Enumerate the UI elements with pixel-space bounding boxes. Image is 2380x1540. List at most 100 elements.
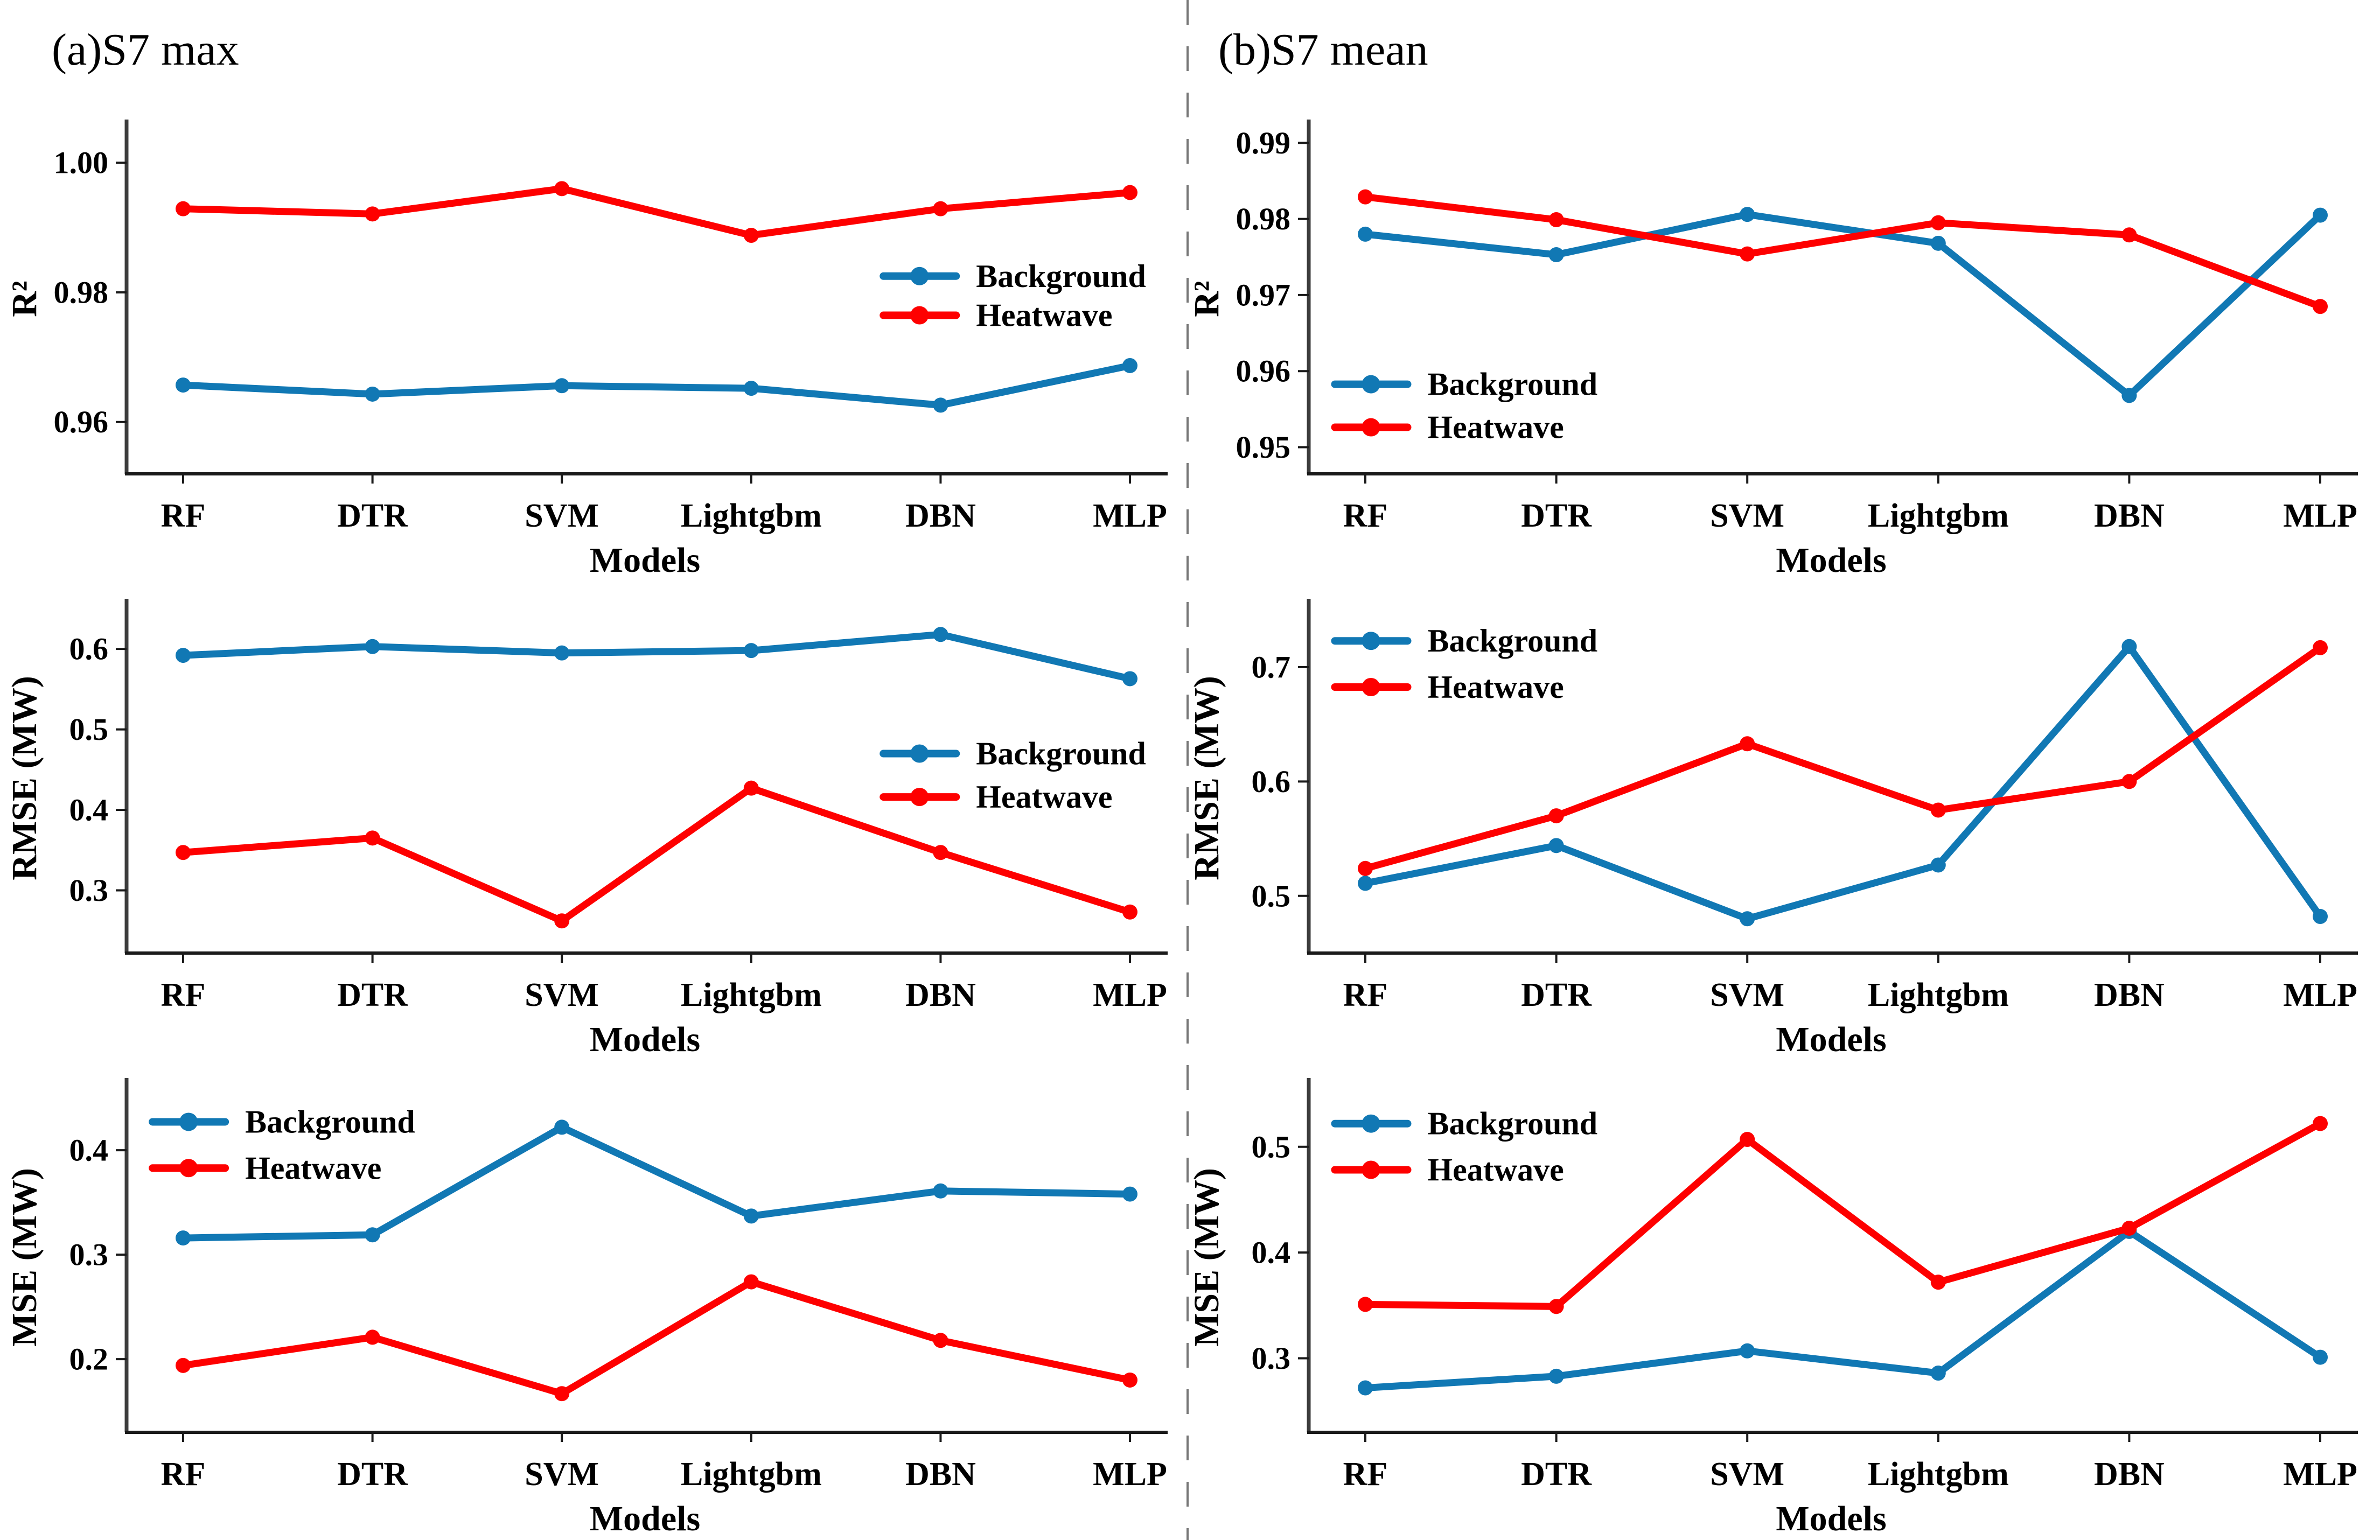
b-rmse-x-axis-ticks: RF DTR SVM Lightgbm DBN MLP [1343,953,2357,1013]
b-rmse-axes [1307,599,2358,955]
svg-text:Heatwave: Heatwave [976,298,1112,333]
svg-text:DTR: DTR [1521,498,1592,534]
svg-text:0.6: 0.6 [1252,764,1291,799]
a-rmse-svg: 0.3 0.4 0.5 0.6 RF DTR SVM Lightgbm DBN MLP Models… [5,599,1168,1053]
svg-text:0.5: 0.5 [69,712,109,747]
svg-text:0.96: 0.96 [54,404,109,439]
a-rmse-legend-background: Background [880,736,1146,772]
svg-text:SVM: SVM [1710,1456,1784,1493]
svg-text:0.5: 0.5 [1252,1129,1291,1164]
svg-text:0.95: 0.95 [1236,430,1291,465]
a-mse-xlabel: Models [590,1499,700,1532]
svg-text:RF: RF [161,977,206,1013]
b-mse-heatwave-series [1358,1116,2328,1314]
column-divider-dashed-line [1186,0,1189,1540]
a-mse-heatwave-series [176,1274,1137,1402]
b-rmse-xlabel: Models [1776,1020,1886,1053]
b-rmse-ylabel: RMSE (MW) [1190,676,1226,880]
a-rmse-ylabel: RMSE (MW) [5,676,44,880]
chart-panel-a-rmse: 0.3 0.4 0.5 0.6 RF DTR SVM Lightgbm DBN MLP Models… [0,573,1190,1053]
b-rmse-y-axis-ticks: 0.5 0.6 0.7 [1252,649,1309,913]
b-mse-xlabel: Models [1776,1499,1886,1532]
svg-text:DTR: DTR [1521,977,1592,1013]
svg-text:0.5: 0.5 [1252,878,1291,913]
b-r2-heatwave-series [1358,189,2328,314]
b-mse-axes [1307,1078,2358,1434]
b-rmse-legend-heatwave: Heatwave [1331,669,1564,705]
b-r2-ylabel: R² [1190,281,1226,317]
b-r2-background-series [1358,207,2328,403]
a-r2-svg: 0.96 0.98 1.00 RF DTR SVM Lightgbm DBN MLP Models… [5,120,1168,573]
a-mse-legend: Background Heatwave [149,1104,415,1186]
b-rmse-svg: 0.5 0.6 0.7 RF DTR SVM Lightgbm DBN MLP Models RMS… [1190,599,2358,1053]
b-mse-x-axis-ticks: RF DTR SVM Lightgbm DBN MLP [1343,1432,2357,1493]
svg-text:DBN: DBN [2094,498,2165,534]
svg-text:RF: RF [1343,1456,1388,1493]
svg-text:SVM: SVM [1710,977,1784,1013]
a-rmse-xlabel: Models [590,1020,700,1053]
a-r2-legend: Background Heatwave [880,258,1146,333]
b-r2-axes [1307,120,2358,475]
svg-text:DTR: DTR [1521,1456,1592,1493]
a-r2-heatwave-series [176,181,1137,243]
svg-text:RF: RF [161,498,206,534]
chart-panel-b-mse: 0.3 0.4 0.5 RF DTR SVM Lightgbm DBN MLP Models MSE… [1190,1053,2380,1532]
svg-text:0.96: 0.96 [1236,354,1291,389]
svg-text:Lightgbm: Lightgbm [1868,977,2009,1013]
a-rmse-axes [124,599,1168,955]
b-mse-legend-heatwave: Heatwave [1331,1152,1564,1188]
svg-text:RF: RF [161,1456,206,1493]
svg-text:Lightgbm: Lightgbm [681,1456,822,1493]
panel-a-title: (a)S7 max [52,25,239,75]
a-mse-x-axis-ticks: RF DTR SVM Lightgbm DBN MLP [161,1432,1167,1493]
svg-text:MLP: MLP [1093,498,1167,534]
svg-text:Heatwave: Heatwave [1428,1152,1564,1188]
b-r2-legend: Background Heatwave [1331,367,1598,445]
b-r2-legend-heatwave: Heatwave [1331,410,1564,445]
svg-text:Heatwave: Heatwave [1428,410,1564,445]
b-rmse-legend: Background Heatwave [1331,623,1597,705]
svg-text:MLP: MLP [2283,498,2357,534]
a-r2-ylabel: R² [5,281,44,317]
svg-text:0.4: 0.4 [69,793,109,828]
svg-text:DTR: DTR [337,498,408,534]
svg-text:SVM: SVM [525,1456,599,1493]
svg-text:Lightgbm: Lightgbm [681,977,822,1013]
svg-text:Lightgbm: Lightgbm [1868,1456,2009,1493]
svg-text:Heatwave: Heatwave [1428,669,1564,705]
svg-text:Background: Background [1428,367,1598,402]
svg-text:Lightgbm: Lightgbm [681,498,822,534]
b-rmse-legend-background: Background [1331,623,1597,659]
a-rmse-y-axis-ticks: 0.3 0.4 0.5 0.6 [69,632,127,908]
b-mse-y-axis-ticks: 0.3 0.4 0.5 [1252,1129,1309,1376]
svg-text:0.97: 0.97 [1236,277,1291,312]
chart-panel-b-rmse: 0.5 0.6 0.7 RF DTR SVM Lightgbm DBN MLP Models RMS… [1190,573,2380,1053]
b-r2-svg: 0.95 0.96 0.97 0.98 0.99 RF DTR SVM Lightgbm DBN M… [1190,120,2358,573]
svg-text:0.2: 0.2 [69,1342,109,1377]
svg-text:MLP: MLP [2283,1456,2357,1493]
svg-text:MLP: MLP [2283,977,2357,1013]
b-r2-xlabel: Models [1776,541,1886,573]
a-r2-background-series [176,358,1137,413]
a-r2-axes [124,120,1168,475]
a-r2-legend-heatwave: Heatwave [880,298,1113,333]
a-rmse-legend: Background Heatwave [880,736,1146,815]
a-mse-y-axis-ticks: 0.2 0.3 0.4 [69,1133,127,1377]
svg-text:DBN: DBN [905,977,976,1013]
b-rmse-heatwave-series [1358,640,2328,876]
b-mse-legend-background: Background [1331,1106,1597,1142]
svg-text:DBN: DBN [905,1456,976,1493]
a-mse-svg: 0.2 0.3 0.4 RF DTR SVM Lightgbm DBN MLP Models MSE… [5,1078,1168,1532]
svg-text:Lightgbm: Lightgbm [1868,498,2009,534]
b-mse-svg: 0.3 0.4 0.5 RF DTR SVM Lightgbm DBN MLP Models MSE… [1190,1078,2358,1532]
svg-text:DBN: DBN [2094,1456,2165,1493]
chart-panel-a-mse: 0.2 0.3 0.4 RF DTR SVM Lightgbm DBN MLP Models MSE… [0,1053,1190,1532]
svg-text:SVM: SVM [525,498,599,534]
svg-text:0.99: 0.99 [1236,125,1291,160]
svg-text:SVM: SVM [1710,498,1784,534]
a-mse-ylabel: MSE (MW) [5,1168,44,1347]
a-r2-y-axis-ticks: 0.96 0.98 1.00 [54,145,127,439]
panel-b-title: (b)S7 mean [1218,25,1428,75]
a-rmse-background-series [176,627,1137,687]
